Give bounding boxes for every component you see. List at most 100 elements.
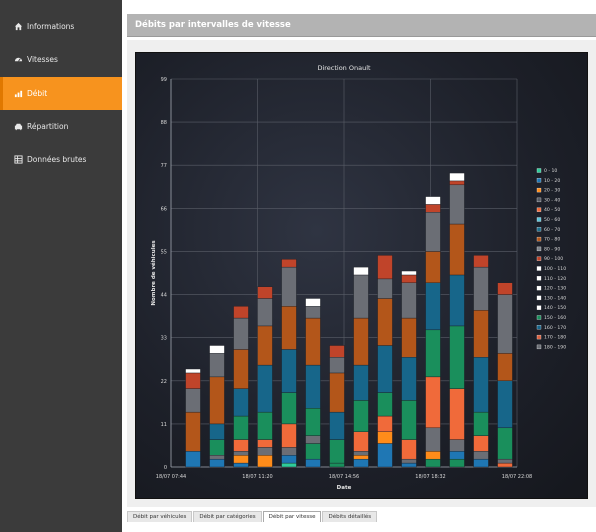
bar-segment (497, 462, 513, 468)
legend-swatch (536, 295, 542, 301)
bar-segment (257, 411, 273, 440)
bar-segment (233, 455, 249, 464)
tab-debit-par-vitesse[interactable]: Débit par vitesse (262, 511, 322, 522)
bar-segment (449, 223, 465, 276)
legend-swatch (536, 256, 542, 261)
sidebar-item-debit[interactable]: Débit (0, 77, 122, 110)
bar-segment (185, 368, 201, 374)
bar-segment (257, 298, 273, 327)
bar-segment (281, 392, 297, 425)
bar-segment (473, 411, 489, 436)
bar-segment (233, 462, 249, 468)
bar-segment (497, 380, 513, 429)
car-icon (13, 122, 23, 132)
legend-label: 40 - 50 (544, 207, 560, 213)
bar-segment (497, 294, 513, 354)
bar-segment (305, 443, 321, 460)
bar-segment (233, 415, 249, 440)
bar-segment (425, 376, 441, 429)
bar-segment (209, 455, 225, 460)
sidebar-item-informations[interactable]: Informations (0, 10, 122, 43)
bar-segment (257, 364, 273, 413)
chart-title: Direction Onault (317, 64, 371, 72)
legend-swatch (536, 197, 542, 203)
bar-segment (281, 306, 297, 350)
legend-label: 90 - 100 (544, 256, 563, 262)
bar-segment (257, 325, 273, 366)
legend-swatch (536, 246, 542, 252)
bar-segment (377, 278, 393, 299)
y-tick-label: 99 (161, 77, 167, 83)
bar-segment (209, 423, 225, 440)
y-tick-label: 88 (161, 120, 167, 126)
legend-label: 110 - 120 (544, 276, 566, 282)
y-tick-label: 44 (161, 293, 167, 299)
tab-debits-detailles[interactable]: Débits détaillés (322, 511, 378, 522)
legend-label: 20 - 30 (544, 188, 560, 194)
bar-segment (185, 451, 201, 468)
legend-swatch (536, 315, 542, 320)
bar-segment (473, 357, 489, 413)
bar-segment (449, 325, 465, 389)
bar-segment (449, 451, 465, 460)
bar-segment (233, 306, 249, 319)
legend-swatch (536, 168, 542, 173)
sidebar-item-vitesses[interactable]: Vitesses (0, 43, 122, 76)
sidebar-item-label: Vitesses (27, 55, 58, 64)
legend-swatch (536, 276, 542, 281)
bar-segment (305, 306, 321, 319)
bar-segment (473, 255, 489, 268)
bar-segment (449, 180, 465, 186)
bar-segment (281, 455, 297, 464)
tab-debit-par-vehicules[interactable]: Débit par véhicules (127, 511, 193, 522)
y-tick-label: 66 (161, 206, 167, 212)
legend-label: 180 - 190 (544, 344, 566, 350)
bar-segment (329, 439, 345, 464)
bar-segment (209, 353, 225, 378)
bar-segment (329, 411, 345, 440)
y-tick-label: 22 (161, 379, 167, 385)
sidebar-item-label: Répartition (27, 122, 69, 131)
bar-segment (449, 184, 465, 225)
bar-segment (401, 317, 417, 358)
bar-segment (377, 443, 393, 468)
page-title: Débits par intervalles de vitesse (135, 20, 291, 30)
legend-swatch (536, 344, 542, 350)
bar-segment (401, 462, 417, 468)
bar-segment (257, 455, 273, 468)
legend-label: 170 - 180 (544, 335, 566, 341)
legend-label: 80 - 90 (544, 246, 560, 252)
bar-segment (449, 388, 465, 440)
bar-segment (497, 282, 513, 295)
legend-label: 30 - 40 (544, 197, 560, 203)
bar-segment (497, 458, 513, 464)
bar-segment (353, 458, 369, 468)
bar-segment (449, 458, 465, 468)
sidebar-item-repartition[interactable]: Répartition (0, 110, 122, 143)
bar-segment (281, 266, 297, 307)
sidebar-item-donnees-brutes[interactable]: Données brutes (0, 143, 122, 176)
bar-segment (185, 411, 201, 452)
bar-segment (425, 196, 441, 205)
bar-segment (353, 274, 369, 319)
bar-segment (425, 458, 441, 468)
legend-label: 150 - 160 (544, 315, 566, 321)
bar-segment (329, 345, 345, 358)
bar-segment (377, 298, 393, 346)
bar-segment (281, 447, 297, 456)
bar-segment (473, 310, 489, 358)
bar-segment (305, 317, 321, 366)
y-tick-label: 77 (161, 163, 167, 169)
bar-segment (209, 376, 225, 425)
sidebar-item-label: Données brutes (27, 155, 87, 164)
sidebar-item-label: Débit (27, 89, 48, 98)
bar-segment (401, 400, 417, 440)
bar-segment (377, 415, 393, 432)
legend-swatch (536, 178, 542, 183)
tab-debit-par-categories[interactable]: Débit par catégories (193, 511, 262, 522)
legend-label: 100 - 110 (544, 266, 566, 272)
bar-segment (473, 435, 489, 452)
y-tick-label: 33 (161, 336, 167, 342)
legend-label: 60 - 70 (544, 227, 560, 233)
bar-segment (449, 172, 465, 182)
